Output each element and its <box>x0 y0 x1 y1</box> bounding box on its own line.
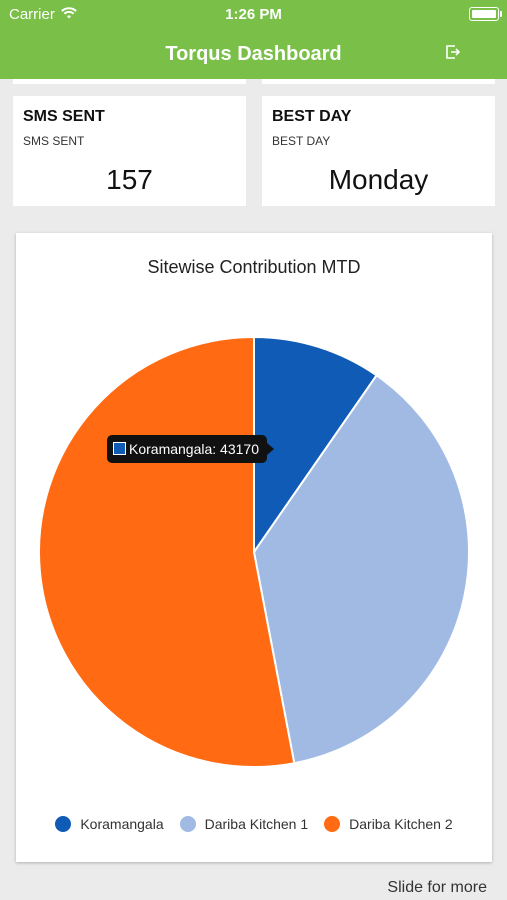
legend-swatch <box>179 816 196 832</box>
card-strip-left <box>13 79 246 84</box>
pie-slice-koramangala[interactable] <box>253 335 378 556</box>
chart-tooltip: Koramangala: 43170 <box>107 435 274 463</box>
sms-sent-card: SMS SENT SMS SENT 157 <box>13 96 246 206</box>
legend-label: Dariba Kitchen 2 <box>349 816 453 832</box>
tooltip-text: Koramangala: 43170 <box>129 441 259 457</box>
legend-label: Dariba Kitchen 1 <box>204 816 309 832</box>
card-heading: SMS SENT <box>23 108 105 125</box>
page-title: Torqus Dashboard <box>165 43 342 65</box>
battery-icon <box>469 7 502 21</box>
sitewise-chart-card: Sitewise Contribution MTD Koramangala: 4… <box>16 233 492 862</box>
card-strip-right <box>262 79 495 84</box>
card-value: 157 <box>106 164 153 195</box>
card-subheading: SMS SENT <box>23 134 85 148</box>
status-bar: Carrier 1:26 PM <box>0 0 507 28</box>
legend-item[interactable]: Koramangala <box>55 816 164 832</box>
slide-for-more[interactable]: Slide for more <box>387 879 487 896</box>
clock-label: 1:26 PM <box>225 6 282 23</box>
carrier-label: Carrier <box>9 6 55 23</box>
chart-legend: Koramangala Dariba Kitchen 1 Dariba Kitche… <box>16 816 492 832</box>
legend-label: Koramangala <box>80 816 164 832</box>
legend-item[interactable]: Dariba Kitchen 2 <box>324 816 453 832</box>
pie-chart <box>38 335 470 768</box>
legend-swatch <box>324 816 341 832</box>
legend-item[interactable]: Dariba Kitchen 1 <box>179 816 309 832</box>
legend-swatch <box>55 816 72 832</box>
best-day-card: BEST DAY BEST DAY Monday <box>262 96 495 206</box>
card-value: Monday <box>328 164 429 195</box>
chart-title: Sitewise Contribution MTD <box>147 257 361 277</box>
card-subheading: BEST DAY <box>272 134 331 148</box>
tooltip-swatch <box>113 442 126 455</box>
logout-icon[interactable] <box>445 44 461 65</box>
wifi-icon <box>61 6 77 23</box>
app-header: Carrier 1:26 PM Torqus Dashboard <box>0 0 507 79</box>
card-heading: BEST DAY <box>272 108 352 125</box>
pie-slice-dariba-kitchen-1[interactable] <box>252 373 470 765</box>
